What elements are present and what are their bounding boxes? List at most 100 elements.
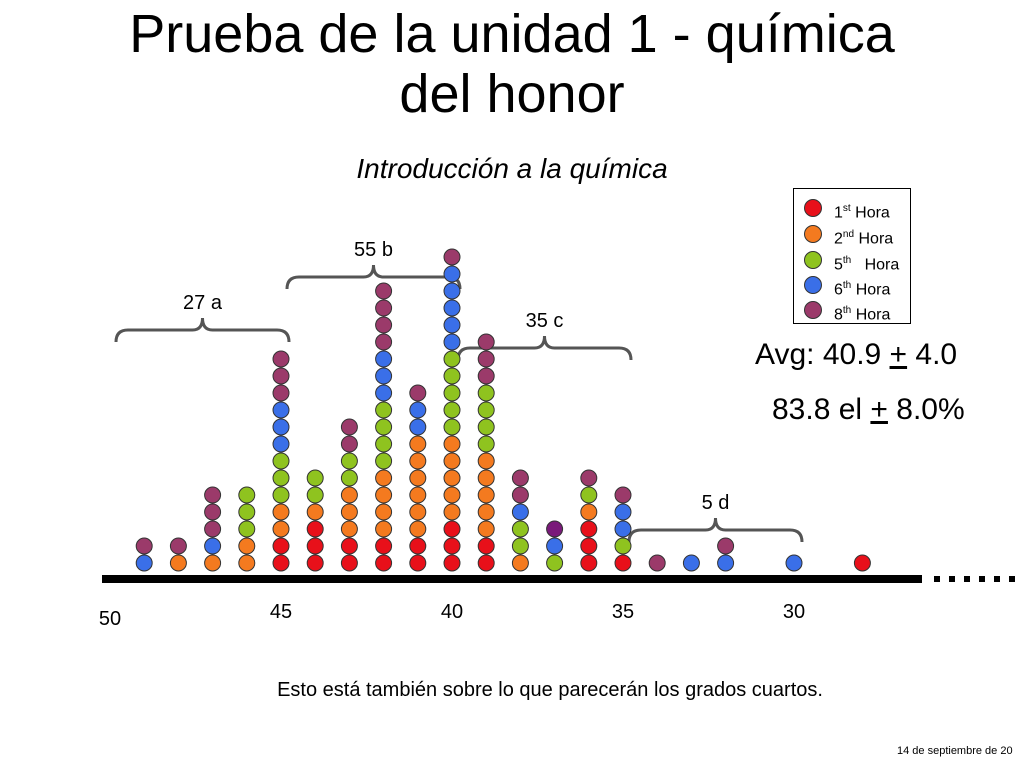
dot-score-36-4 xyxy=(580,486,598,504)
dot-score-42-15 xyxy=(375,299,393,317)
dot-score-46-0 xyxy=(238,554,256,572)
dot-score-44-2 xyxy=(306,520,324,538)
dot-score-40-15 xyxy=(443,299,461,317)
dot-score-43-3 xyxy=(340,503,358,521)
slide-title: Prueba de la unidad 1 - química del hono… xyxy=(0,4,1024,124)
dot-score-35-2 xyxy=(614,520,632,538)
dot-score-46-3 xyxy=(238,503,256,521)
dot-score-42-5 xyxy=(375,469,393,487)
legend-sup-2: nd xyxy=(842,229,855,240)
dot-score-41-6 xyxy=(409,452,427,470)
dot-score-47-1 xyxy=(204,537,222,555)
dot-score-45-4 xyxy=(272,486,290,504)
dot-score-38-2 xyxy=(511,520,529,538)
dot-score-40-2 xyxy=(443,520,461,538)
dot-score-39-0 xyxy=(477,554,495,572)
dot-score-43-1 xyxy=(340,537,358,555)
dot-score-42-0 xyxy=(375,554,393,572)
dot-score-40-8 xyxy=(443,418,461,436)
legend-label-1: Hora xyxy=(855,204,890,222)
dot-score-49-1 xyxy=(135,537,153,555)
dot-score-39-6 xyxy=(477,452,495,470)
dot-score-43-7 xyxy=(340,435,358,453)
dot-score-45-9 xyxy=(272,401,290,419)
dot-score-45-8 xyxy=(272,418,290,436)
dot-score-38-5 xyxy=(511,469,529,487)
dot-score-33-0 xyxy=(682,554,700,572)
dot-score-42-8 xyxy=(375,418,393,436)
dot-score-41-10 xyxy=(409,384,427,402)
dot-score-39-7 xyxy=(477,435,495,453)
dot-score-40-3 xyxy=(443,503,461,521)
dot-score-45-12 xyxy=(272,350,290,368)
dot-score-38-4 xyxy=(511,486,529,504)
dot-score-37-2 xyxy=(546,520,564,538)
dot-score-44-4 xyxy=(306,486,324,504)
dot-score-47-4 xyxy=(204,486,222,504)
dot-score-39-5 xyxy=(477,469,495,487)
legend-item-period-6: 6th Hora xyxy=(804,276,909,300)
dot-score-42-1 xyxy=(375,537,393,555)
dot-score-47-2 xyxy=(204,520,222,538)
pct-prefix: 83.8 el xyxy=(772,393,871,426)
legend-sup-6: th xyxy=(842,280,852,291)
dot-score-40-11 xyxy=(443,367,461,385)
dot-score-45-11 xyxy=(272,367,290,385)
dot-score-35-1 xyxy=(614,537,632,555)
dot-score-42-6 xyxy=(375,452,393,470)
legend-label-6: Hora xyxy=(855,281,891,299)
legend-swatch-period-2 xyxy=(804,225,822,243)
bracket-label-3: 5 d xyxy=(702,492,730,514)
dot-score-38-0 xyxy=(511,554,529,572)
avg-prefix: Avg: 40.9 xyxy=(755,338,890,371)
dot-score-41-0 xyxy=(409,554,427,572)
dot-score-45-6 xyxy=(272,452,290,470)
dot-score-32-1 xyxy=(717,537,735,555)
dot-score-36-3 xyxy=(580,503,598,521)
dot-score-42-16 xyxy=(375,282,393,300)
dot-score-36-2 xyxy=(580,520,598,538)
bracket-label-1: 55 b xyxy=(354,239,393,261)
legend-num-2: 2 xyxy=(834,230,843,248)
dot-score-39-2 xyxy=(477,520,495,538)
dot-score-34-0 xyxy=(648,554,666,572)
dot-score-39-3 xyxy=(477,503,495,521)
dot-score-35-0 xyxy=(614,554,632,572)
dot-score-41-4 xyxy=(409,486,427,504)
avg-plus-minus: + xyxy=(889,338,908,371)
dot-score-45-1 xyxy=(272,537,290,555)
dot-score-41-8 xyxy=(409,418,427,436)
bracket-label-0: 27 a xyxy=(183,292,223,314)
pct-suffix: 8.0% xyxy=(887,393,965,426)
dot-score-44-5 xyxy=(306,469,324,487)
dot-score-40-12 xyxy=(443,350,461,368)
grade-brackets: 27 a 55 b 35 c 5 d xyxy=(114,239,804,543)
legend-swatch-period-5 xyxy=(804,251,822,269)
legend-item-period-1: 1st Hora xyxy=(804,199,909,223)
dot-score-42-2 xyxy=(375,520,393,538)
dot-score-39-4 xyxy=(477,486,495,504)
dot-score-28-0 xyxy=(853,554,871,572)
bracket-1 xyxy=(285,264,462,290)
dot-score-38-1 xyxy=(511,537,529,555)
footnote: Esto está también sobre lo que parecerán… xyxy=(277,679,823,701)
avg-suffix: 4.0 xyxy=(907,338,958,371)
dot-score-45-7 xyxy=(272,435,290,453)
dot-score-39-10 xyxy=(477,384,495,402)
dot-score-40-7 xyxy=(443,435,461,453)
dot-score-40-16 xyxy=(443,282,461,300)
legend-num-6: 6 xyxy=(834,281,843,299)
average-stat: Avg: 40.9 + 4.0 xyxy=(755,338,957,372)
dot-score-44-0 xyxy=(306,554,324,572)
dot-score-42-14 xyxy=(375,316,393,334)
legend-label-8: Hora xyxy=(855,306,891,324)
legend-swatch-period-1 xyxy=(804,199,822,217)
dot-score-42-13 xyxy=(375,333,393,351)
dot-score-36-5 xyxy=(580,469,598,487)
dot-score-49-0 xyxy=(135,554,153,572)
dot-score-39-8 xyxy=(477,418,495,436)
dot-score-40-9 xyxy=(443,401,461,419)
dot-score-40-4 xyxy=(443,486,461,504)
legend-item-period-5: 5th Hora xyxy=(804,251,909,275)
